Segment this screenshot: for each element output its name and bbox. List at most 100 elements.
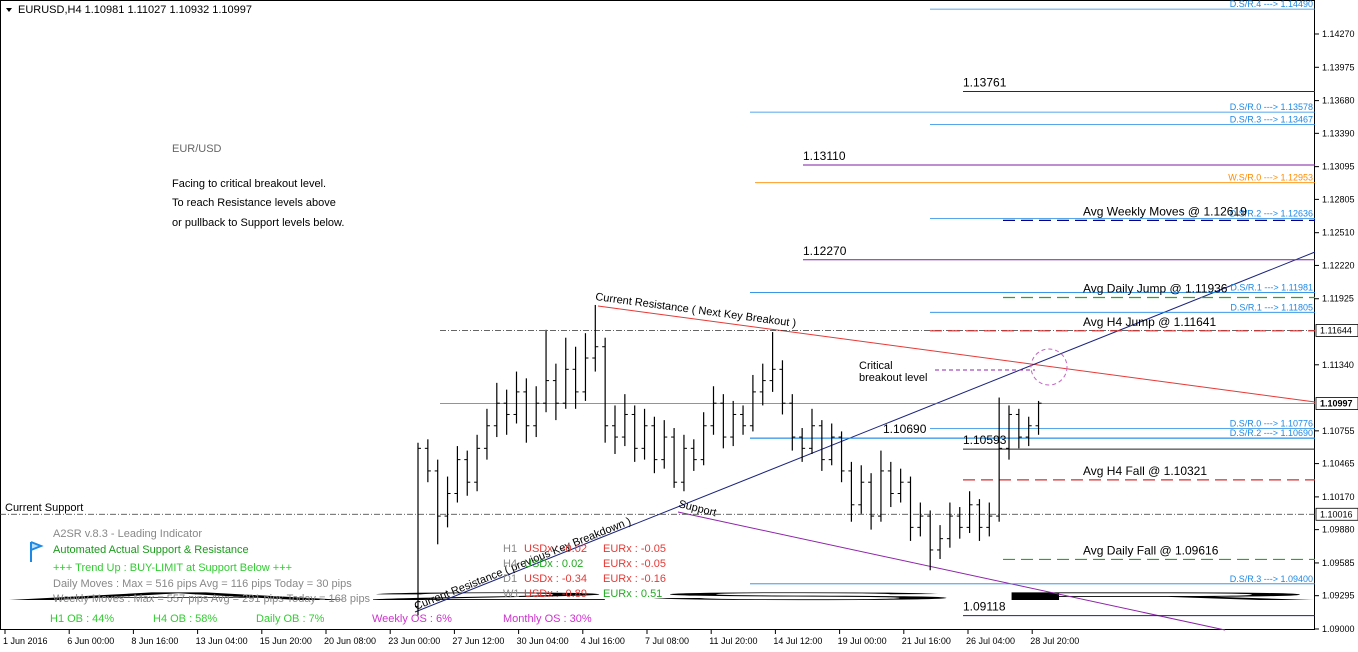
strength-eur: EURx : -0.05: [603, 558, 666, 570]
sr-level-label: D.S/R.0 ---> 1.10776: [1230, 418, 1313, 428]
time-tick-label: 21 Jul 16:00: [902, 636, 951, 646]
time-tick-label: 14 Jul 12:00: [773, 636, 822, 646]
strength-tf: H1: [503, 543, 517, 555]
sr-level-label: D.S/R.3 ---> 1.13467: [1230, 115, 1313, 125]
panel-status: H1 OB : 44%: [50, 613, 114, 625]
sr-level-label: D.S/R.2 ---> 1.12636: [1230, 208, 1313, 218]
price-tick-label: 1.14270: [1322, 29, 1355, 39]
menu-arrow[interactable]: [6, 8, 12, 12]
strength-tf: W1: [503, 588, 520, 600]
strength-tf: H4: [503, 558, 517, 570]
price-tick-label: 1.13095: [1322, 162, 1355, 172]
sr-level-label: D.S/R.4 ---> 1.14490: [1230, 0, 1313, 9]
time-tick-label: 28 Jul 20:00: [1030, 636, 1079, 646]
price-tick-label: 1.09295: [1322, 591, 1355, 601]
price-tick-label: 1.13975: [1322, 62, 1355, 72]
price-bars: [415, 304, 1042, 616]
price-tick-label: 1.11925: [1322, 294, 1354, 304]
strength-tf: D1: [503, 573, 517, 585]
panel-status: H4 OB : 58%: [153, 613, 217, 625]
price-tick-label: 1.12805: [1322, 194, 1355, 204]
price-box: [1315, 397, 1358, 410]
time-tick-label: 1 Jun 2016: [3, 636, 48, 646]
sr-level-label: D.S/R.0 ---> 1.13578: [1230, 102, 1313, 112]
indicator-panel: A2SR v.8.3 - Leading Indicator Automated…: [30, 528, 666, 625]
panel-daily: Daily Moves : Max = 516 pips Avg = 116 p…: [53, 578, 352, 590]
strength-usd: USDx : -0.02: [524, 543, 587, 555]
flag-icon: [30, 541, 44, 562]
headline-title: Facing to critical breakout level.: [172, 178, 326, 190]
avg-level-label: Avg H4 Jump @ 1.11641: [1083, 315, 1216, 329]
price-tick-label: 1.11340: [1322, 360, 1354, 370]
time-tick-label: 20 Jun 08:00: [324, 636, 376, 646]
price-tick-label: 1.09880: [1322, 525, 1355, 535]
time-tick-label: 30 Jun 04:00: [517, 636, 569, 646]
strength-usd: USDx : -0.89: [524, 588, 587, 600]
panel-status: Monthly OS : 30%: [503, 613, 592, 625]
key-level-label: 1.13110: [803, 149, 846, 163]
time-tick-label: 27 Jun 12:00: [452, 636, 504, 646]
price-tick-label: 1.12220: [1322, 260, 1355, 270]
time-tick-label: 23 Jun 00:00: [388, 636, 440, 646]
axes: 1.14270 1.13975 1.13680 1.13390 1.13095 1.128…: [3, 29, 1358, 646]
time-tick-label: 26 Jul 04:00: [966, 636, 1015, 646]
critical-label: Critical: [859, 360, 893, 372]
sr-level-label: D.S/R.1 ---> 1.11805: [1230, 302, 1313, 312]
panel-status: Daily OB : 7%: [256, 613, 325, 625]
price-tick-label: 1.09000: [1322, 624, 1355, 634]
strength-eur: EURx : 0.51: [603, 588, 662, 600]
price-tick-label: 1.10755: [1322, 426, 1355, 436]
key-level-label: 1.13761: [963, 75, 1007, 89]
watermark: A2SR: [8, 591, 1340, 603]
lower-trendline: [677, 511, 1226, 631]
time-tick-label: 6 Jun 00:00: [67, 636, 114, 646]
resistance-trendline: [597, 305, 1316, 403]
panel-version: A2SR v.8.3 - Leading Indicator: [53, 528, 202, 540]
price-box: [1315, 507, 1358, 521]
critical-circle: [1030, 348, 1068, 386]
headline-line: To reach Resistance levels above: [172, 197, 336, 209]
levels: D.S/R.4 ---> 1.14490 D.S/R.0 ---> 1.13578…: [0, 0, 1315, 617]
price-tick-label: 1.13390: [1322, 128, 1355, 138]
price-tick-label: 1.12510: [1322, 228, 1355, 238]
sr-level-label: D.S/R.3 ---> 1.09400: [1230, 574, 1313, 584]
time-tick-label: 15 Jun 20:00: [260, 636, 312, 646]
key-level-label: 1.12270: [803, 244, 847, 258]
headline-line: or pullback to Support levels below.: [172, 217, 344, 229]
strength-usd: USDx : 0.02: [524, 558, 583, 570]
sr-level-label: D.S/R.1 ---> 1.11981: [1230, 282, 1313, 292]
avg-level-label: Avg Daily Jump @ 1.11936: [1083, 282, 1228, 296]
time-tick-label: 11 Jul 20:00: [709, 636, 757, 646]
panel-status: Weekly OS : 6%: [372, 613, 452, 625]
key-level-label: 1.10593: [963, 433, 1007, 447]
strength-eur: EURx : -0.16: [603, 573, 666, 585]
strength-usd: USDx : -0.34: [524, 573, 587, 585]
avg-level-label: Avg H4 Fall @ 1.10321: [1083, 464, 1207, 478]
price-box: [1315, 324, 1358, 337]
sr-level-label: D.S/R.2 ---> 1.10690: [1230, 428, 1313, 438]
price-box-label: 1.10997: [1320, 399, 1353, 409]
critical-label: breakout level: [859, 372, 928, 384]
time-tick-label: 8 Jun 16:00: [131, 636, 178, 646]
avg-level-label: Avg Weekly Moves @ 1.12619: [1083, 204, 1247, 218]
time-tick-label: 7 Jul 08:00: [645, 636, 689, 646]
price-tick-label: 1.10465: [1322, 459, 1355, 469]
price-tick-label: 1.09585: [1322, 558, 1355, 568]
sr-level-label: W.S/R.0 ---> 1.12953: [1228, 173, 1313, 183]
price-tick-label: 1.10170: [1322, 492, 1355, 502]
key-level-label: 1.09118: [963, 600, 1006, 614]
key-level-label: 1.10690: [883, 422, 927, 436]
symbol-header: EURUSD,H4 1.10981 1.11027 1.10932 1.1099…: [18, 4, 252, 16]
avg-level-label: Avg Daily Fall @ 1.09616: [1083, 543, 1219, 557]
panel-title: Automated Actual Support & Resistance: [53, 544, 249, 556]
current-support-label: Current Support: [5, 502, 83, 514]
plot-border: [0, 0, 1315, 630]
time-tick-label: 13 Jun 04:00: [196, 636, 248, 646]
panel-weekly: Weekly Moves : Max = 557 pips Avg = 291 …: [53, 593, 371, 605]
headline-symbol: EUR/USD: [172, 143, 222, 155]
price-box-label: 1.11644: [1320, 325, 1352, 335]
panel-trend: +++ Trend Up : BUY-LIMIT at Support Belo…: [53, 562, 292, 574]
